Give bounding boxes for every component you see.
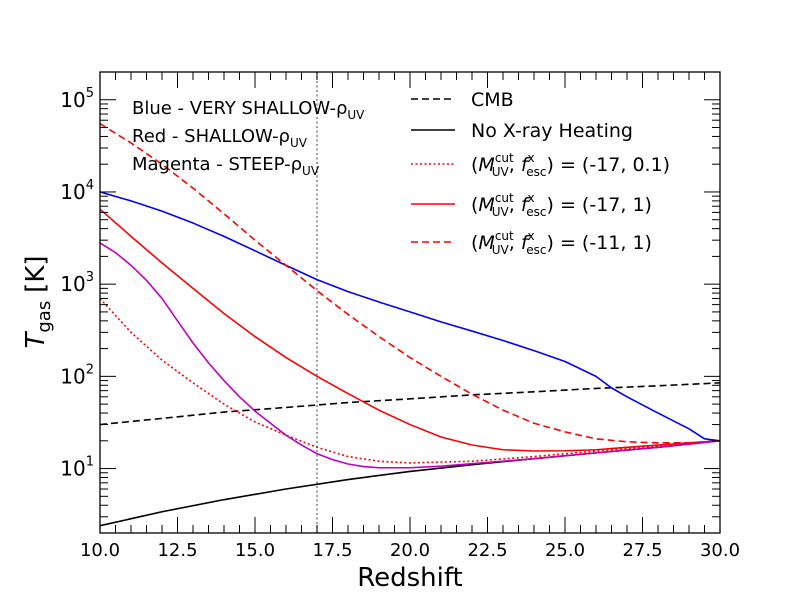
series-line-6 <box>100 242 720 469</box>
plot-area <box>100 72 720 533</box>
legend-label: No X-ray Heating <box>471 120 633 142</box>
x-tick-label: 10.0 <box>80 540 120 561</box>
x-axis-label: Redshift <box>357 563 463 593</box>
x-tick-labels: 10.0 12.5 15.0 17.5 20.0 22.5 25.0 27.5 30.0 <box>80 540 740 561</box>
y-axis-label: Tgas[K] <box>21 255 55 348</box>
series-layer <box>100 72 720 533</box>
x-tick-label: 30.0 <box>700 540 740 561</box>
y-tick-labels: 101 102 103 104 105 <box>60 86 94 481</box>
legend-label: (Mcut UV, fx esc) = (-11, 1) <box>471 229 652 257</box>
plot-frame <box>99 71 721 534</box>
y-tick-label: 101 <box>60 455 94 481</box>
series-line-4 <box>100 208 720 452</box>
legend-label: CMB <box>471 89 514 111</box>
annotations: Blue - VERY SHALLOW-ρUV Red - SHALLOW-ρUV… <box>132 98 365 178</box>
annotation-text: Red - SHALLOW-ρUV <box>132 126 308 150</box>
x-tick-label: 22.5 <box>467 540 507 561</box>
x-tick-label: 20.0 <box>390 540 430 561</box>
x-tick-label: 17.5 <box>312 540 352 561</box>
y-tick-label: 105 <box>60 86 94 112</box>
legend-label: (Mcut UV, fx esc) = (-17, 0.1) <box>471 151 670 179</box>
annotation-text: Blue - VERY SHALLOW-ρUV <box>132 98 365 122</box>
x-tick-label: 25.0 <box>545 540 585 561</box>
y-tick-label: 103 <box>60 270 94 296</box>
ticks-layer <box>99 71 721 534</box>
x-tick-label: 15.0 <box>235 540 275 561</box>
series-line-3 <box>100 123 720 444</box>
series-line-2 <box>100 191 720 442</box>
series-line-0 <box>100 382 720 426</box>
y-tick-label: 104 <box>60 178 94 204</box>
legend-label: (Mcut UV, fx esc) = (-17, 1) <box>471 191 652 219</box>
y-tick-label: 102 <box>60 362 94 388</box>
legend: CMB No X-ray Heating (Mcut UV, fx esc) = (-1… <box>411 89 670 257</box>
x-tick-label: 12.5 <box>157 540 197 561</box>
x-tick-label: 27.5 <box>622 540 662 561</box>
annotation-text: Magenta - STEEP-ρUV <box>132 154 320 178</box>
